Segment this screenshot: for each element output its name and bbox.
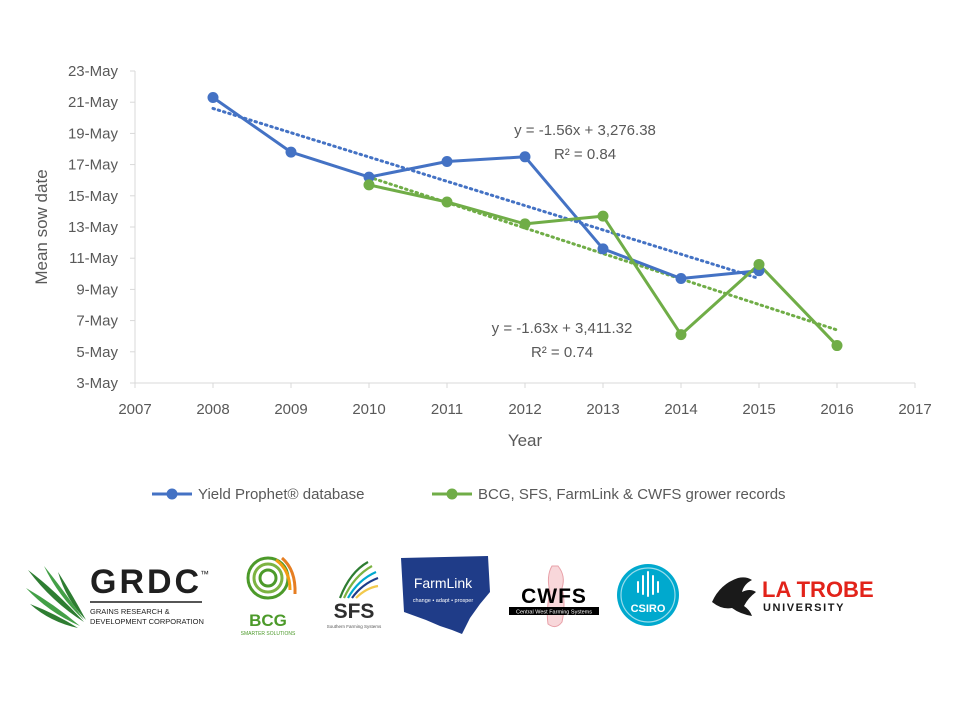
data-point-1-2016 [831, 340, 843, 352]
y-tick-label: 21-May [68, 94, 119, 111]
data-point-0-2010 [363, 171, 375, 183]
y-tick-label: 9-May [76, 281, 118, 298]
cwfs-wordmark: CWFS [521, 585, 587, 608]
legend-swatch-marker [166, 488, 178, 500]
x-tick-label: 2013 [586, 401, 619, 418]
farmlink-logo: FarmLink change • adapt • prosper [401, 556, 490, 634]
legend-swatch-marker [446, 488, 458, 500]
x-tick-label: 2008 [196, 401, 229, 418]
trendline-equation-grower-records: y = -1.63x + 3,411.32 [492, 320, 633, 337]
x-tick-label: 2010 [352, 401, 385, 418]
la-trobe-university: UNIVERSITY [763, 602, 845, 614]
wheat-icon [26, 566, 86, 628]
data-point-0-2012 [519, 151, 531, 163]
y-axis: 3-May 5-May 7-May 9-May 11-May 13-May 15-May 17… [68, 63, 136, 392]
bcg-logo: BCG SMARTER SOLUTIONS [241, 556, 297, 637]
trendline-equation-yield-prophet: y = -1.56x + 3,276.38 [514, 122, 656, 139]
data-point-0-2011 [441, 155, 453, 167]
eagle-icon [712, 577, 756, 616]
csiro-bars-icon [637, 571, 659, 597]
data-point-0-2014 [675, 272, 687, 284]
y-tick-label: 15-May [68, 188, 119, 205]
y-tick-label: 23-May [68, 63, 119, 80]
bcg-tagline: SMARTER SOLUTIONS [241, 631, 296, 637]
x-tick-label: 2011 [431, 401, 463, 418]
la-trobe-wordmark: LA TROBE [762, 577, 874, 602]
legend: Yield Prophet® database BCG, SFS, FarmLi… [152, 486, 786, 503]
sfs-wordmark: SFS [334, 600, 375, 623]
bcg-wordmark: BCG [249, 611, 287, 630]
x-tick-label: 2017 [898, 401, 931, 418]
grdc-wordmark: GRDC [90, 563, 202, 601]
y-tick-label: 7-May [76, 313, 118, 330]
data-point-1-2010 [363, 179, 375, 191]
y-tick-label: 3-May [76, 375, 118, 392]
data-point-0-2013 [597, 243, 609, 255]
x-tick-label: 2007 [118, 401, 151, 418]
data-point-1-2013 [597, 210, 609, 222]
x-tick-label: 2012 [508, 401, 541, 418]
cwfs-tagline: Central West Farming Systems [516, 610, 592, 616]
sfs-tagline: Southern Farming Systems [327, 624, 382, 629]
data-point-0-2009 [285, 146, 297, 158]
data-point-1-2011 [441, 196, 453, 208]
legend-item-yield-prophet: Yield Prophet® database [152, 486, 364, 503]
trendline-0 [211, 106, 761, 280]
grdc-trademark: ™ [200, 569, 209, 579]
y-tick-label: 5-May [76, 344, 118, 361]
y-axis-title: Mean sow date [32, 169, 51, 284]
cwfs-tagline-bar [509, 607, 599, 615]
trendline-r2-grower-records: R² = 0.74 [531, 344, 593, 361]
farmlink-wordmark: FarmLink [414, 575, 473, 591]
grdc-subtitle-line2: DEVELOPMENT CORPORATION [90, 617, 204, 626]
cwfs-logo: CWFS Central West Farming Systems [509, 565, 599, 628]
sfs-swoosh-icon [338, 561, 379, 599]
csiro-wordmark: CSIRO [631, 603, 666, 615]
data-point-1-2014 [675, 329, 687, 341]
y-tick-label: 11-May [69, 250, 118, 267]
y-tick-label: 13-May [68, 219, 119, 236]
x-tick-label: 2014 [664, 401, 697, 418]
csiro-logo: CSIRO [617, 564, 679, 626]
data-point-0-2008 [207, 92, 219, 104]
series-line-0 [212, 96, 760, 280]
x-axis-title: Year [508, 431, 543, 450]
grdc-subtitle-line1: GRAINS RESEARCH & [90, 607, 170, 616]
legend-label: Yield Prophet® database [198, 486, 364, 503]
legend-item-grower-records: BCG, SFS, FarmLink & CWFS grower records [432, 486, 786, 503]
x-tick-label: 2015 [742, 401, 775, 418]
la-trobe-logo: LA TROBE UNIVERSITY [712, 577, 874, 616]
trendline-r2-yield-prophet: R² = 0.84 [554, 146, 616, 163]
legend-label: BCG, SFS, FarmLink & CWFS grower records [478, 486, 786, 503]
csiro-ring [620, 567, 676, 623]
bcg-rings-icon [246, 556, 297, 600]
farmlink-tagline: change • adapt • prosper [413, 598, 474, 604]
data-point-1-2012 [519, 218, 531, 230]
series-points [207, 92, 843, 352]
logo-strip: GRDC ™ GRAINS RESEARCH & DEVELOPMENT COR… [26, 556, 874, 637]
sfs-logo: SFS Southern Farming Systems [327, 561, 382, 629]
y-tick-label: 17-May [68, 157, 119, 174]
x-tick-label: 2009 [274, 401, 307, 418]
y-tick-label: 19-May [68, 125, 119, 142]
x-tick-label: 2016 [820, 401, 853, 418]
grdc-logo: GRDC ™ GRAINS RESEARCH & DEVELOPMENT COR… [26, 563, 209, 628]
nsw-map-icon [401, 556, 490, 634]
x-axis: 2007 2008 2009 2010 2011 2012 2013 2014 2015 2016… [118, 382, 932, 418]
data-point-1-2015 [753, 258, 765, 270]
